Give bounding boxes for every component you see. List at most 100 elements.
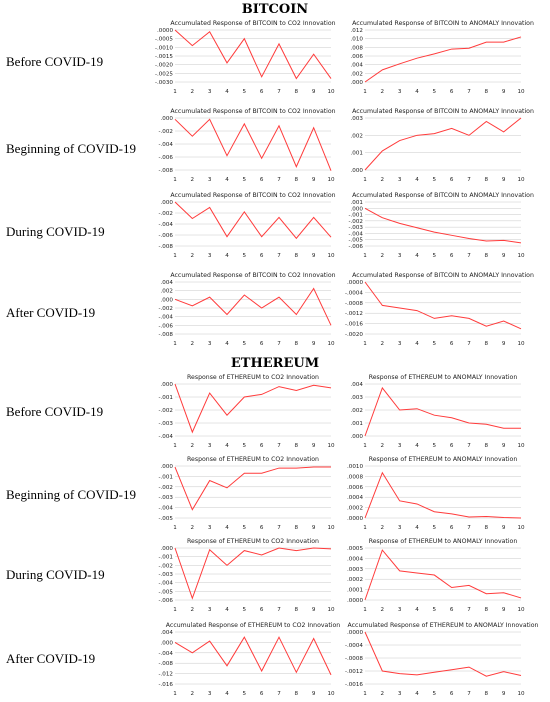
y-tick-label: -.008 — [159, 661, 174, 667]
x-tick-label: 8 — [485, 177, 489, 183]
x-tick-label: 4 — [415, 525, 419, 531]
x-tick-label: 2 — [381, 525, 385, 531]
x-tick-label: 9 — [312, 525, 316, 531]
y-tick-label: -.008 — [159, 244, 174, 250]
x-tick-label: 4 — [415, 691, 419, 697]
x-tick-label: 2 — [191, 443, 195, 449]
y-tick-label: -.0004 — [345, 290, 363, 296]
x-tick-label: 9 — [502, 341, 506, 347]
x-tick-label: 6 — [260, 253, 264, 259]
x-tick-label: 7 — [277, 253, 281, 259]
x-tick-label: 1 — [173, 607, 177, 613]
x-tick-label: 10 — [327, 443, 335, 449]
y-tick-label: -.008 — [159, 332, 174, 338]
x-tick-label: 10 — [517, 89, 525, 95]
x-tick-label: 4 — [415, 177, 419, 183]
x-tick-label: 3 — [208, 177, 212, 183]
y-tick-label: .000 — [161, 200, 174, 206]
series-line-1 — [364, 471, 522, 519]
series-line-1 — [174, 118, 332, 171]
y-tick-label: -.006 — [349, 244, 364, 250]
x-tick-label: 2 — [191, 253, 195, 259]
x-tick-label: 5 — [243, 691, 247, 697]
y-tick-label: .0008 — [347, 474, 363, 480]
x-tick-label: 4 — [415, 253, 419, 259]
x-tick-label: 2 — [191, 341, 195, 347]
x-tick-label: 3 — [398, 443, 402, 449]
x-tick-label: 1 — [363, 89, 367, 95]
chart-title: Response of ETHEREUM to CO2 Innovation — [187, 374, 319, 381]
x-tick-label: 9 — [312, 253, 316, 259]
x-tick-label: 6 — [450, 341, 454, 347]
y-tick-label: -.0020 — [155, 63, 173, 69]
x-tick-label: 10 — [327, 89, 335, 95]
y-tick-label: -.002 — [349, 219, 363, 225]
chart-panel-13: Response of ETHEREUM to CO2 Innovation .0… — [159, 538, 335, 613]
x-tick-label: 5 — [243, 253, 247, 259]
y-tick-label: -.0030 — [155, 80, 173, 86]
series-line-1 — [174, 287, 332, 326]
series-line-1 — [364, 386, 521, 437]
y-tick-label: -.0012 — [345, 669, 363, 675]
x-tick-label: 7 — [277, 89, 281, 95]
x-tick-label: 6 — [450, 607, 454, 613]
y-tick-label: -.005 — [159, 516, 174, 522]
x-tick-label: 1 — [363, 443, 367, 449]
x-tick-label: 9 — [502, 443, 506, 449]
y-tick-label: -.0005 — [155, 37, 173, 43]
x-tick-label: 2 — [191, 607, 195, 613]
y-tick-label: -.004 — [159, 222, 174, 228]
x-tick-label: 4 — [225, 89, 229, 95]
y-tick-label: -.004 — [349, 231, 364, 237]
x-tick-label: 5 — [433, 607, 437, 613]
chart-title: Accumulated Response of ETHEREUM to CO2 … — [166, 622, 340, 629]
row-label-eth-before: Before COVID-19 — [6, 404, 104, 419]
y-tick-label: .001 — [351, 421, 364, 427]
x-tick-label: 2 — [191, 525, 195, 531]
y-tick-label: .004 — [161, 280, 174, 286]
y-tick-label: -.001 — [159, 474, 174, 480]
x-tick-label: 10 — [517, 525, 525, 531]
x-tick-label: 10 — [517, 253, 525, 259]
x-tick-label: 3 — [398, 525, 402, 531]
x-tick-label: 9 — [502, 253, 506, 259]
y-tick-label: -.002 — [159, 306, 173, 312]
y-tick-label: .003 — [351, 116, 364, 122]
x-tick-label: 3 — [208, 341, 212, 347]
y-tick-label: .003 — [351, 395, 364, 401]
x-tick-label: 6 — [260, 89, 264, 95]
x-tick-label: 4 — [225, 253, 229, 259]
x-tick-label: 6 — [260, 177, 264, 183]
y-tick-label: -.003 — [159, 495, 174, 501]
x-tick-label: 1 — [363, 341, 367, 347]
x-tick-label: 2 — [381, 89, 385, 95]
y-tick-label: .0002 — [347, 506, 363, 512]
series-line-1 — [364, 207, 522, 244]
y-tick-label: -.0016 — [345, 682, 363, 688]
y-tick-label: .000 — [161, 382, 174, 388]
section-title-bitcoin: BITCOIN — [241, 2, 309, 17]
chart-title: Accumulated Response of BITCOIN to ANOMA… — [352, 108, 534, 115]
x-tick-label: 9 — [502, 607, 506, 613]
chart-title: Accumulated Response of ETHEREUM to ANOM… — [348, 622, 539, 629]
x-tick-label: 9 — [312, 607, 316, 613]
x-tick-label: 6 — [450, 443, 454, 449]
x-tick-label: 7 — [467, 177, 471, 183]
y-tick-label: .0002 — [347, 577, 363, 583]
y-tick-label: -.0020 — [345, 332, 363, 338]
x-tick-label: 3 — [208, 253, 212, 259]
y-tick-label: -.0025 — [155, 71, 173, 77]
x-tick-label: 3 — [208, 443, 212, 449]
series-line-1 — [174, 29, 332, 80]
x-tick-label: 4 — [225, 341, 229, 347]
x-tick-label: 7 — [467, 691, 471, 697]
chart-panel-16: Accumulated Response of ETHEREUM to ANOM… — [345, 622, 539, 697]
section-title-ethereum: ETHEREUM — [230, 356, 320, 371]
x-tick-label: 6 — [450, 691, 454, 697]
series-line-1 — [364, 549, 522, 601]
x-tick-label: 3 — [398, 691, 402, 697]
x-tick-label: 3 — [208, 607, 212, 613]
x-tick-label: 9 — [312, 443, 316, 449]
chart-panel-10: Response of ETHEREUM to ANOMALY Innovati… — [351, 374, 525, 449]
x-tick-label: 9 — [312, 341, 316, 347]
